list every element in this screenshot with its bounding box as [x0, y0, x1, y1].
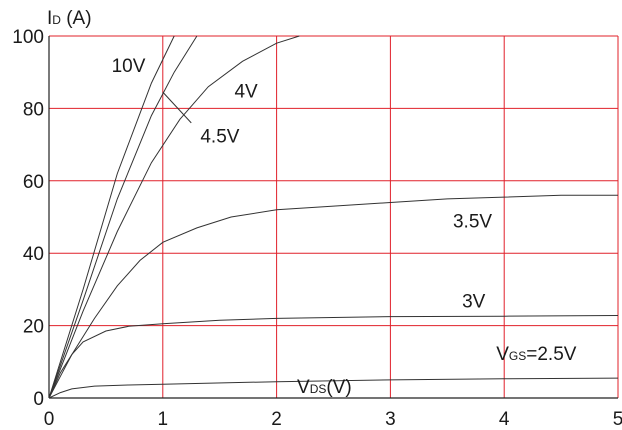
- x-tick-label: 2: [271, 409, 282, 430]
- x-tick-label: 4: [499, 409, 510, 430]
- series-line-3V: [48, 315, 619, 399]
- curve-label: 4V: [234, 81, 258, 102]
- y-tick-label: 80: [23, 99, 44, 120]
- curve-label: VGS=2.5V: [496, 344, 577, 365]
- x-tick-label: 1: [158, 409, 169, 430]
- y-tick-label: 60: [23, 172, 44, 193]
- series-line-2_5V: [48, 377, 619, 399]
- y-tick-label: 100: [12, 27, 44, 48]
- tick-labels: 0 1 2 3 4 5 0 20 40 60 80 100: [12, 27, 622, 430]
- axis-and-curve-labels: ID (A) VDS(V) 10V 4V 4.5V 3.5V 3V VGS=2.5V: [47, 8, 577, 398]
- label-leader-line: [162, 91, 192, 124]
- axes: [48, 36, 618, 399]
- y-axis-label: ID (A): [47, 8, 92, 29]
- curve-label: 3.5V: [453, 212, 492, 233]
- series-line-4_5V: [48, 35, 198, 399]
- curve-label: 3V: [462, 291, 486, 312]
- curve-label: 4.5V: [200, 127, 239, 148]
- x-axis-label: VDS(V): [297, 377, 352, 398]
- x-tick-label: 0: [44, 409, 55, 430]
- y-tick-label: 40: [23, 244, 44, 265]
- y-tick-label: 20: [23, 317, 44, 338]
- series-line-4V: [48, 35, 300, 399]
- series-line-3_5V: [48, 194, 618, 399]
- series-group: [48, 35, 619, 399]
- x-tick-label: 3: [385, 409, 396, 430]
- y-tick-label: 0: [33, 389, 44, 410]
- series-line-10V: [48, 35, 175, 399]
- curve-label: 10V: [112, 56, 146, 77]
- x-tick-label: 5: [613, 409, 622, 430]
